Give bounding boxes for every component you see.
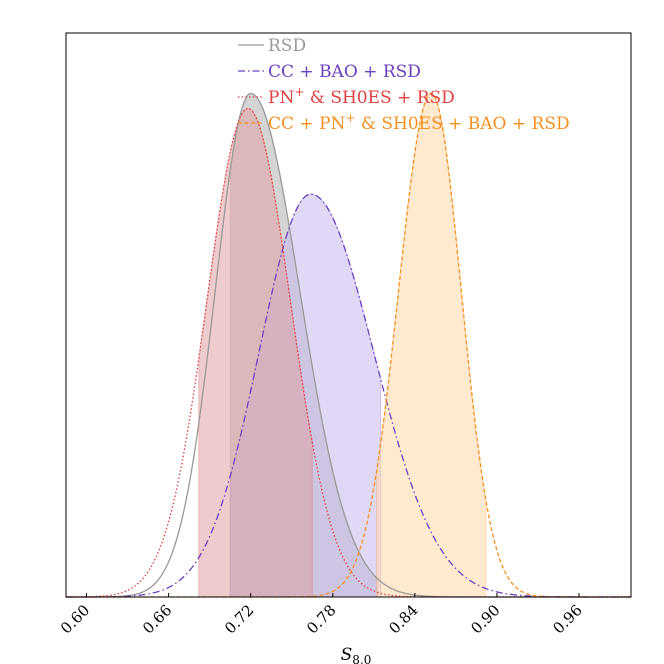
legend-label-1: CC + BAO + RSD [268, 62, 421, 82]
x-tick-label-1: 0.66 [139, 601, 175, 637]
x-axis-label: S8,0 [341, 645, 372, 664]
density-curve-1 [66, 193, 631, 598]
band-fill-2 [198, 108, 313, 598]
x-tick-label-5: 0.90 [467, 601, 503, 637]
legend-label-0: RSD [268, 36, 306, 56]
legend-label-3: CC + PN+ & SH0ES + BAO + RSD [268, 111, 570, 134]
x-tick-label-3: 0.78 [303, 601, 339, 637]
band-fill-3 [376, 92, 487, 598]
x-tick-label-6: 0.96 [549, 601, 585, 637]
confidence-fills [198, 92, 487, 598]
x-tick-label-2: 0.72 [221, 601, 257, 637]
legend-label-2: PN+ & SH0ES + RSD [268, 85, 455, 108]
x-tick-label-0: 0.60 [57, 601, 93, 637]
x-tick-label-4: 0.84 [385, 601, 421, 637]
legend: RSD CC + BAO + RSD PN+ & SH0ES + RSD CC + P… [238, 36, 570, 134]
plot-frame [65, 32, 632, 598]
x-axis-ticks: 0.60 0.66 0.72 0.78 0.84 0.90 0.96 [57, 593, 586, 637]
